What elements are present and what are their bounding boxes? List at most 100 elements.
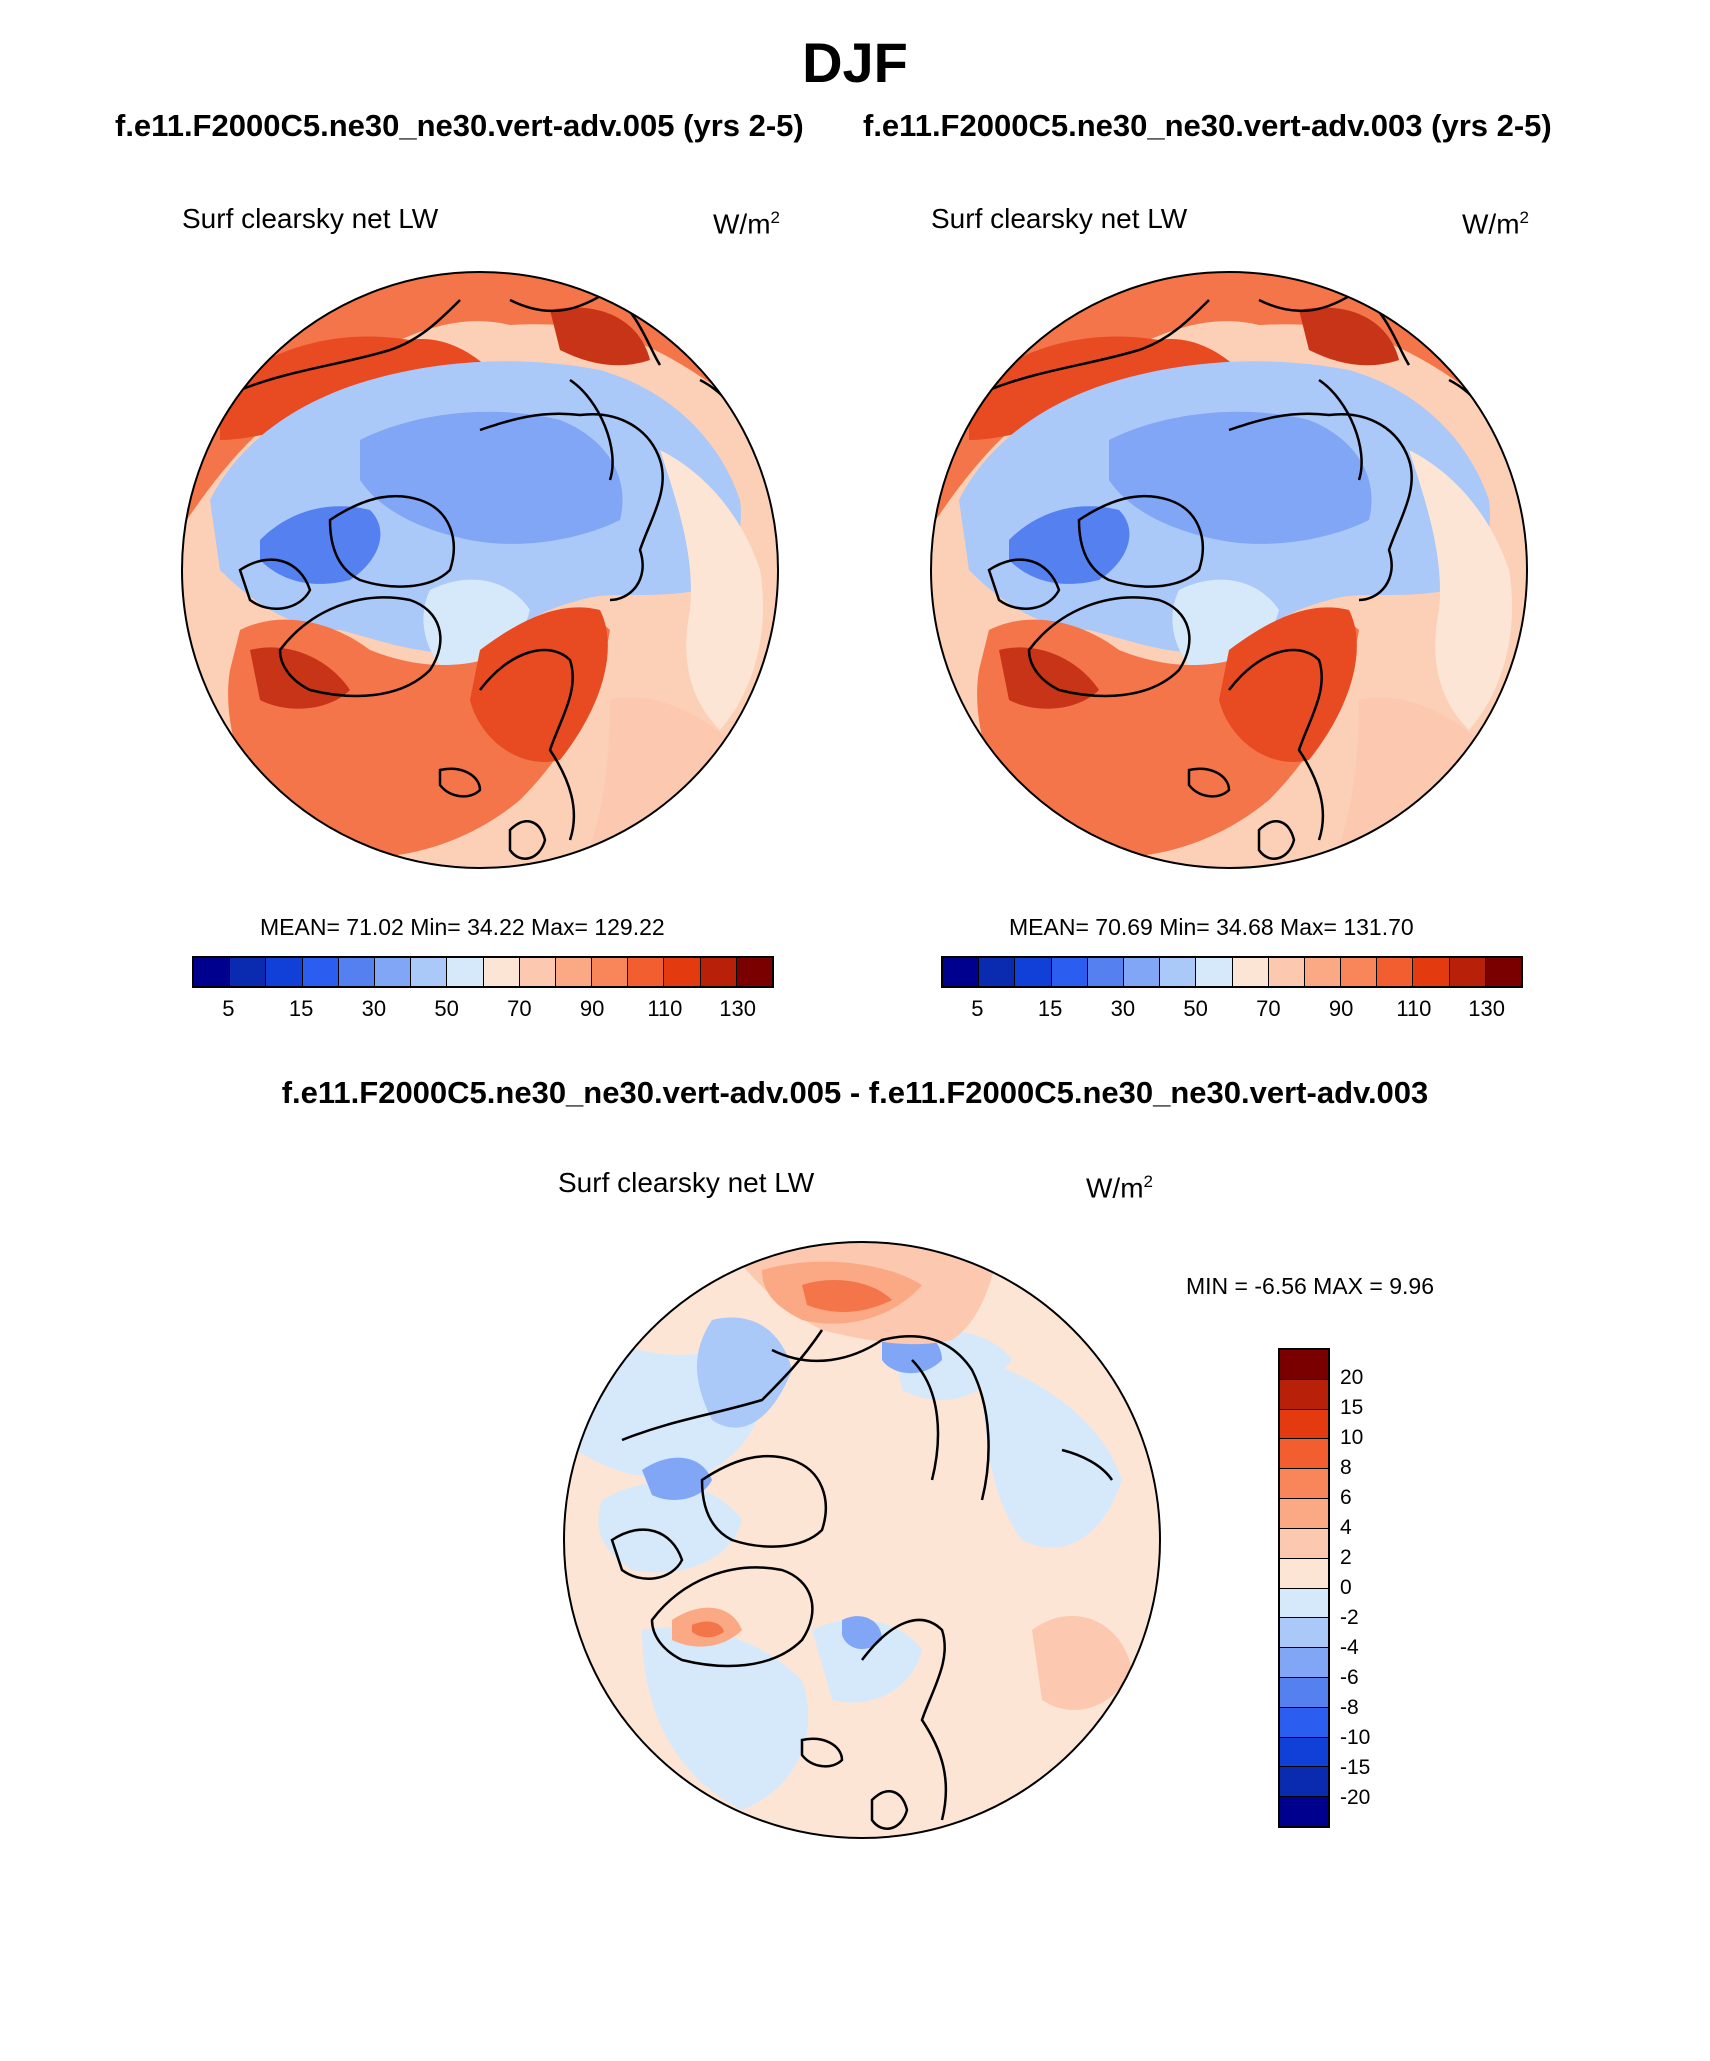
colorbar-swatch xyxy=(555,958,593,986)
colorbar-swatch xyxy=(1280,1648,1328,1678)
colorbar-tick-label: 2 xyxy=(1340,1546,1352,1569)
colorbar-tick-label: 5 xyxy=(222,996,235,1021)
colorbar-tick-label: 130 xyxy=(1468,996,1505,1021)
colorbar-swatch xyxy=(1280,1528,1328,1559)
colorbar-tick-label: 50 xyxy=(434,996,459,1021)
colorbar-swatch xyxy=(592,958,629,986)
colorbar-a xyxy=(192,956,774,988)
colorbar-a-ticks: 5 15 30 50 70 90 110 130 xyxy=(192,996,774,1026)
colorbar-tick-label: 20 xyxy=(1340,1366,1364,1389)
colorbar-swatch xyxy=(1087,958,1124,986)
colorbar-swatch xyxy=(1123,958,1161,986)
colorbar-tick-label: 10 xyxy=(1340,1426,1364,1449)
colorbar-swatch xyxy=(374,958,412,986)
colorbar-tick-label: 4 xyxy=(1340,1516,1352,1539)
colorbar-tick-label: 0 xyxy=(1340,1576,1352,1599)
colorbar-tick-label: 15 xyxy=(288,996,314,1021)
colorbar-swatch xyxy=(1280,1499,1328,1529)
colorbar-swatch xyxy=(943,958,980,986)
colorbar-b xyxy=(941,956,1523,988)
colorbar-swatch xyxy=(194,958,231,986)
panel-b-label: Surf clearsky net LW xyxy=(931,203,1188,234)
colorbar-swatch xyxy=(736,958,772,986)
colorbar-tick-label: -10 xyxy=(1340,1726,1371,1749)
panel-b-stats: MEAN= 70.69 Min= 34.68 Max= 131.70 xyxy=(1009,914,1414,940)
colorbar-swatch xyxy=(1304,958,1342,986)
colorbar-tick-label: -15 xyxy=(1340,1756,1371,1779)
colorbar-swatch xyxy=(230,958,267,986)
colorbar-swatch xyxy=(1280,1409,1328,1440)
colorbar-tick-label: 15 xyxy=(1340,1396,1364,1419)
panel-b-units: W/m2 xyxy=(1462,208,1529,240)
colorbar-diff-ticks: 20 15 10 8 6 4 2 0 -2 -4 -6 -8 -10 -15 -20 xyxy=(1340,1348,1400,1828)
colorbar-swatch xyxy=(1377,958,1414,986)
colorbar-swatch xyxy=(519,958,556,986)
colorbar-diff xyxy=(1278,1348,1330,1828)
colorbar-swatch xyxy=(664,958,701,986)
colorbar-tick-label: -20 xyxy=(1340,1786,1371,1809)
colorbar-swatch xyxy=(266,958,303,986)
diff-title: f.e11.F2000C5.ne30_ne30.vert-adv.005 - f… xyxy=(281,1075,1429,1110)
colorbar-swatch xyxy=(1280,1558,1328,1589)
colorbar-swatch xyxy=(1280,1618,1328,1649)
colorbar-swatch xyxy=(1341,958,1378,986)
colorbar-swatch xyxy=(979,958,1016,986)
colorbar-swatch xyxy=(1232,958,1269,986)
colorbar-swatch xyxy=(1160,958,1197,986)
panel-diff-label: Surf clearsky net LW xyxy=(558,1167,815,1198)
colorbar-tick-label: 8 xyxy=(1340,1456,1352,1479)
colorbar-swatch xyxy=(447,958,484,986)
colorbar-swatch xyxy=(628,958,665,986)
colorbar-swatch xyxy=(483,958,520,986)
colorbar-tick-label: 90 xyxy=(1328,996,1354,1021)
colorbar-swatch xyxy=(1280,1588,1328,1619)
case-b-title: f.e11.F2000C5.ne30_ne30.vert-adv.003 (yr… xyxy=(863,108,1552,143)
colorbar-swatch xyxy=(1015,958,1052,986)
colorbar-swatch xyxy=(1449,958,1486,986)
colorbar-swatch xyxy=(338,958,375,986)
colorbar-swatch xyxy=(1280,1767,1328,1798)
colorbar-tick-label: -2 xyxy=(1340,1606,1359,1629)
colorbar-b-ticks: 5 15 30 50 70 90 110 130 xyxy=(941,996,1523,1026)
colorbar-tick-label: -4 xyxy=(1340,1636,1359,1659)
colorbar-tick-label: -8 xyxy=(1340,1696,1359,1719)
polar-map-b xyxy=(930,271,1528,869)
colorbar-swatch xyxy=(1051,958,1088,986)
colorbar-tick-label: 70 xyxy=(1256,996,1281,1021)
panel-a-label: Surf clearsky net LW xyxy=(182,203,439,234)
colorbar-swatch xyxy=(1280,1677,1328,1708)
colorbar-swatch xyxy=(1280,1737,1328,1768)
colorbar-tick-label: 6 xyxy=(1340,1486,1352,1509)
figure-title: DJF xyxy=(802,31,908,94)
colorbar-tick-label: 30 xyxy=(361,996,387,1021)
polar-map-a xyxy=(181,271,779,869)
colorbar-swatch xyxy=(1196,958,1233,986)
panel-diff-units: W/m2 xyxy=(1086,1172,1153,1204)
colorbar-swatch xyxy=(1485,958,1521,986)
colorbar-swatch xyxy=(1280,1350,1328,1380)
colorbar-swatch xyxy=(700,958,737,986)
colorbar-tick-label: 110 xyxy=(1396,996,1432,1021)
colorbar-swatch xyxy=(1268,958,1305,986)
panel-diff-stats: MIN = -6.56 MAX = 9.96 xyxy=(1186,1273,1435,1299)
colorbar-tick-label: 90 xyxy=(579,996,605,1021)
colorbar-tick-label: -6 xyxy=(1340,1666,1359,1689)
colorbar-swatch xyxy=(1280,1797,1328,1826)
colorbar-tick-label: 130 xyxy=(719,996,756,1021)
panel-a-units: W/m2 xyxy=(713,208,780,240)
colorbar-swatch xyxy=(1280,1469,1328,1500)
colorbar-swatch xyxy=(411,958,448,986)
colorbar-tick-label: 70 xyxy=(507,996,532,1021)
colorbar-swatch xyxy=(1280,1379,1328,1410)
polar-map-diff xyxy=(563,1241,1161,1839)
colorbar-swatch xyxy=(1280,1707,1328,1738)
colorbar-tick-label: 50 xyxy=(1183,996,1208,1021)
colorbar-swatch xyxy=(302,958,339,986)
case-a-title: f.e11.F2000C5.ne30_ne30.vert-adv.005 (yr… xyxy=(115,108,804,143)
colorbar-tick-label: 15 xyxy=(1037,996,1063,1021)
colorbar-tick-label: 110 xyxy=(647,996,683,1021)
colorbar-swatch xyxy=(1413,958,1450,986)
colorbar-tick-label: 5 xyxy=(971,996,984,1021)
panel-a-stats: MEAN= 71.02 Min= 34.22 Max= 129.22 xyxy=(260,914,665,940)
colorbar-tick-label: 30 xyxy=(1110,996,1136,1021)
